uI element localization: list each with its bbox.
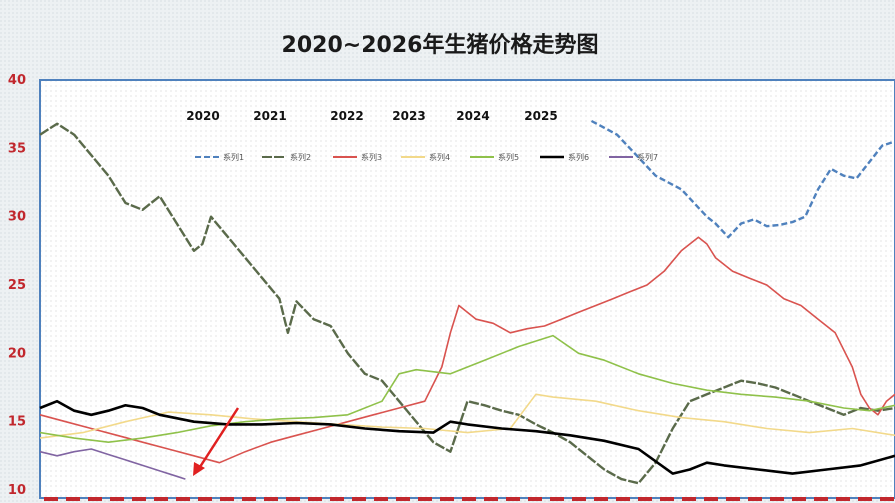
legend-label: 系列3 xyxy=(361,152,382,162)
series-lines xyxy=(39,119,895,485)
year-label: 2020 xyxy=(186,109,219,123)
y-tick-label: 20 xyxy=(8,346,26,361)
series-line-2 xyxy=(39,122,895,485)
series-line-1 xyxy=(590,119,895,239)
annotation-arrow xyxy=(193,407,240,476)
series-line-7 xyxy=(39,448,186,480)
series-line-4 xyxy=(39,393,895,439)
series-line-3 xyxy=(39,236,895,464)
x-axis-markers xyxy=(44,497,894,501)
x-axis-marker xyxy=(748,497,762,501)
year-label: 2022 xyxy=(330,109,363,123)
x-axis-marker xyxy=(814,497,828,501)
y-tick-label: 25 xyxy=(8,278,26,293)
y-tick-label: 35 xyxy=(8,141,26,156)
x-axis-marker xyxy=(858,497,872,501)
x-axis-marker xyxy=(528,497,542,501)
x-axis-marker xyxy=(418,497,432,501)
y-tick-label: 30 xyxy=(8,210,26,225)
legend-label: 系列5 xyxy=(498,152,519,162)
x-axis-marker xyxy=(594,497,608,501)
y-tick-label: 15 xyxy=(8,415,26,430)
x-axis-marker xyxy=(44,497,58,501)
x-axis-marker xyxy=(352,497,366,501)
x-axis-marker xyxy=(154,497,168,501)
plot-area xyxy=(39,79,895,499)
x-axis-marker xyxy=(770,497,784,501)
year-label: 2023 xyxy=(392,109,425,123)
x-axis-marker xyxy=(572,497,586,501)
x-axis-marker xyxy=(726,497,740,501)
y-axis: 10 15 20 25 30 35 40 xyxy=(8,73,26,498)
x-axis-marker xyxy=(682,497,696,501)
annotation-arrow-line xyxy=(196,407,240,471)
legend: 系列1 系列2 系列3 系列4 系列5 系列6 系列7 xyxy=(195,152,658,162)
y-tick-label: 40 xyxy=(8,73,26,88)
x-axis-marker xyxy=(242,497,256,501)
legend-label: 系列6 xyxy=(568,152,589,162)
legend-label: 系列1 xyxy=(223,152,244,162)
x-axis-marker xyxy=(880,497,894,501)
x-axis-marker xyxy=(792,497,806,501)
x-axis-marker xyxy=(462,497,476,501)
x-axis-marker xyxy=(836,497,850,501)
x-axis-marker xyxy=(110,497,124,501)
year-label: 2024 xyxy=(456,109,489,123)
x-axis-marker xyxy=(198,497,212,501)
legend-label: 系列7 xyxy=(637,152,658,162)
chart-title: 2020~2026年生猪价格走势图 xyxy=(282,32,599,58)
x-axis-marker xyxy=(308,497,322,501)
x-axis-marker xyxy=(66,497,80,501)
year-label: 2021 xyxy=(253,109,286,123)
x-axis-marker xyxy=(506,497,520,501)
x-axis-marker xyxy=(176,497,190,501)
x-axis-marker xyxy=(660,497,674,501)
series-line-5 xyxy=(39,334,895,444)
x-axis-marker xyxy=(550,497,564,501)
y-tick-label: 10 xyxy=(8,483,26,498)
annotation-arrow-head xyxy=(193,462,205,476)
x-axis-marker xyxy=(88,497,102,501)
x-axis-marker xyxy=(132,497,146,501)
x-axis-marker xyxy=(440,497,454,501)
x-axis-marker xyxy=(616,497,630,501)
x-axis-marker xyxy=(330,497,344,501)
x-axis-marker xyxy=(374,497,388,501)
x-axis-marker xyxy=(264,497,278,501)
x-axis-marker xyxy=(220,497,234,501)
legend-label: 系列4 xyxy=(429,152,450,162)
x-axis-marker xyxy=(286,497,300,501)
series-line-6 xyxy=(39,399,895,475)
x-axis-marker xyxy=(484,497,498,501)
year-label: 2025 xyxy=(524,109,557,123)
x-axis-marker xyxy=(396,497,410,501)
year-labels: 2020 2021 2022 2023 2024 2025 xyxy=(186,109,557,123)
legend-label: 系列2 xyxy=(290,152,311,162)
x-axis-marker xyxy=(704,497,718,501)
x-axis-marker xyxy=(638,497,652,501)
